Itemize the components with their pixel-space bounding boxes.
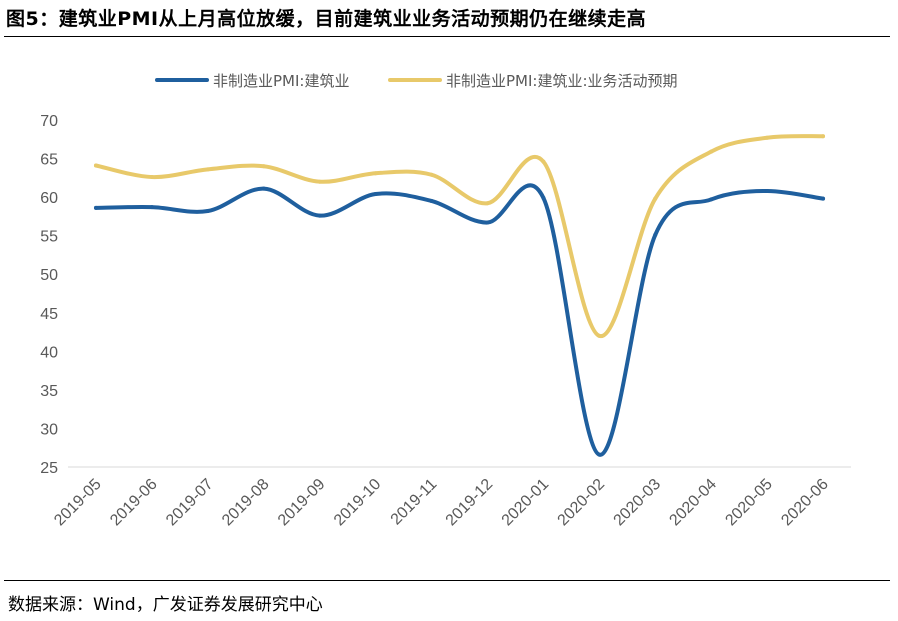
x-tick-label: 2019-06: [107, 476, 161, 530]
data-source-note: 数据来源：Wind，广发证券发展研究中心: [8, 595, 323, 615]
line-chart: 非制造业PMI:建筑业 非制造业PMI:建筑业:业务活动预期 25 30 35 40 4…: [40, 72, 851, 530]
data-point-business-expectation-2019-07: [205, 167, 210, 172]
data-point-business-expectation-2020-03: [653, 196, 658, 201]
data-point-construction-pmi-2019-11: [429, 198, 434, 203]
data-point-construction-pmi-2019-10: [373, 192, 378, 197]
title-divider: [4, 36, 890, 37]
y-tick-label: 40: [40, 344, 58, 361]
x-tick-label: 2019-09: [275, 476, 329, 530]
x-tick-label: 2020-03: [611, 476, 665, 530]
data-point-business-expectation-2020-01: [541, 159, 546, 164]
x-tick-label: 2020-02: [555, 476, 609, 530]
x-tick-label: 2019-12: [443, 476, 497, 530]
data-point-business-expectation-2019-08: [261, 164, 266, 169]
data-point-construction-pmi-2020-05: [765, 188, 770, 193]
data-point-construction-pmi-2019-08: [261, 186, 266, 191]
y-tick-label: 45: [40, 306, 58, 323]
data-point-business-expectation-2020-02: [597, 333, 602, 338]
y-tick-label: 35: [40, 383, 58, 400]
y-axis-ticks: 25 30 35 40 45 50 55 60 65 70: [40, 113, 58, 477]
y-tick-label: 65: [40, 152, 58, 169]
x-tick-label: 2019-07: [163, 476, 217, 530]
x-tick-label: 2019-05: [51, 476, 105, 530]
data-point-construction-pmi-2020-02: [597, 452, 602, 457]
data-point-business-expectation-2020-04: [709, 149, 714, 154]
data-point-business-expectation-2020-05: [765, 135, 770, 140]
data-point-business-expectation-2019-05: [93, 163, 98, 168]
series-line-construction-pmi: [93, 183, 826, 457]
chart-legend: 非制造业PMI:建筑业 非制造业PMI:建筑业:业务活动预期: [155, 72, 678, 90]
data-point-construction-pmi-2020-01: [541, 195, 546, 200]
source-divider: [4, 580, 890, 581]
data-point-construction-pmi-2020-03: [653, 232, 658, 237]
data-point-business-expectation-2019-09: [317, 179, 322, 184]
x-tick-label: 2020-01: [499, 476, 553, 530]
x-tick-label: 2019-08: [219, 476, 273, 530]
data-point-construction-pmi-2019-05: [93, 205, 98, 210]
x-tick-label: 2020-04: [666, 476, 720, 530]
data-point-construction-pmi-2019-07: [205, 208, 210, 213]
x-tick-label: 2019-11: [388, 476, 441, 529]
data-point-business-expectation-2019-12: [485, 201, 490, 206]
x-tick-label: 2020-05: [722, 476, 776, 530]
data-point-construction-pmi-2019-12: [485, 220, 490, 225]
y-tick-label: 60: [40, 190, 58, 207]
series-layer: [93, 134, 826, 457]
series-line-business-expectation: [93, 134, 826, 338]
y-tick-label: 30: [40, 421, 58, 438]
figure-title: 图5：建筑业PMI从上月高位放缓，目前建筑业业务活动预期仍在继续走高: [6, 8, 647, 30]
y-tick-label: 25: [40, 460, 58, 477]
x-axis-ticks: 2019-05 2019-06 2019-07 2019-08 2019-09 2019-…: [51, 476, 832, 530]
data-point-business-expectation-2020-06: [821, 134, 826, 139]
data-point-business-expectation-2019-11: [429, 172, 434, 177]
y-tick-label: 50: [40, 267, 58, 284]
y-tick-label: 70: [40, 113, 58, 130]
legend-label-business-expectation: 非制造业PMI:建筑业:业务活动预期: [446, 72, 678, 90]
x-tick-label: 2019-10: [331, 476, 385, 530]
data-point-business-expectation-2019-06: [149, 175, 154, 180]
data-point-construction-pmi-2020-06: [821, 196, 826, 201]
data-point-business-expectation-2019-10: [373, 171, 378, 176]
data-point-construction-pmi-2019-06: [149, 205, 154, 210]
x-tick-label: 2020-06: [778, 476, 832, 530]
data-point-construction-pmi-2020-04: [709, 197, 714, 202]
y-tick-label: 55: [40, 229, 58, 246]
legend-label-construction-pmi: 非制造业PMI:建筑业: [213, 72, 349, 90]
data-point-construction-pmi-2019-09: [317, 213, 322, 218]
